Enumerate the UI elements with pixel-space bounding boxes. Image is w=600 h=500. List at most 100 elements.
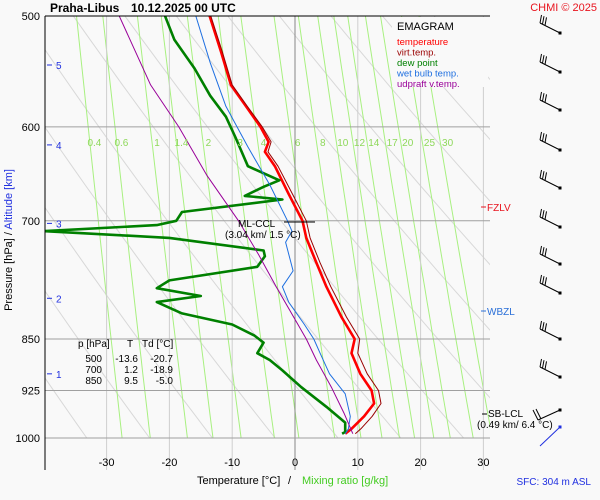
barb-shaft <box>539 366 561 378</box>
table-row-td: -5.0 <box>156 376 174 387</box>
barb-station <box>558 291 562 295</box>
mixing-ratio-label: 17 <box>387 138 399 149</box>
barb-shaft <box>539 177 561 189</box>
mixing-ratio-label: 30 <box>442 138 454 149</box>
temperature-tick-label: -20 <box>161 457 177 469</box>
mixing-ratio-line <box>240 16 300 439</box>
altitude-tick-label: 2 <box>56 294 62 305</box>
table-row-t: -13.6 <box>115 354 138 365</box>
series-dew-point <box>45 16 347 435</box>
barb-station <box>558 337 562 341</box>
barb-shaft <box>539 139 561 151</box>
pressure-tick-label: 700 <box>22 216 40 228</box>
mixing-ratio-line <box>102 16 151 439</box>
mixing-ratio-line <box>297 16 362 439</box>
barb-shaft <box>539 282 561 294</box>
mixing-ratio-label: 6 <box>295 138 301 149</box>
mixing-ratio-label: 12 <box>354 138 366 149</box>
temperature-tick-label: -10 <box>224 457 240 469</box>
dry-adiabat <box>45 206 213 439</box>
mixing-ratio-line <box>136 16 188 439</box>
mixing-ratio-label: 1 <box>154 138 160 149</box>
table-row-p: 850 <box>85 376 102 387</box>
table-header-p: p [hPa] <box>78 339 110 350</box>
wind-barbs <box>532 14 562 447</box>
wbzl-label: WBZL <box>487 307 515 318</box>
barb-station <box>558 225 562 229</box>
barb-feather <box>542 247 545 256</box>
mixing-ratio-label: 8 <box>320 138 326 149</box>
pressure-label: Pressure [hPa] <box>3 238 15 311</box>
barb-shaft <box>539 61 561 73</box>
wind-barb <box>539 91 562 112</box>
mixing-ratio-line <box>333 16 400 439</box>
sounding-datetime: 10.12.2025 00 UTC <box>131 1 236 15</box>
barb-feather <box>544 211 547 220</box>
table-row-t: 1.2 <box>124 365 138 376</box>
barb-feather <box>544 56 547 65</box>
dry-adiabat <box>278 16 490 266</box>
mixing-ratio-label: 14 <box>368 138 380 149</box>
barb-shaft <box>539 328 561 340</box>
temperature-tick-label: 20 <box>414 457 426 469</box>
legend-item: udpraft v.temp. <box>397 79 460 90</box>
table-row-td: -20.7 <box>150 354 173 365</box>
mixing-ratio-label: 20 <box>402 138 414 149</box>
barb-station <box>558 408 562 412</box>
altitude-tick-label: 4 <box>56 141 62 152</box>
barb-feather <box>542 276 545 285</box>
mixing-ratio-grid <box>76 16 490 439</box>
barb-feather <box>544 172 547 181</box>
barb-station <box>558 375 562 379</box>
mixing-ratio-line <box>76 16 123 439</box>
x-axis-label: Temperature [°C] <box>197 475 280 487</box>
barb-shaft <box>539 253 561 265</box>
temperature-tick-label: 0 <box>292 457 298 469</box>
surface-elevation: SFC: 304 m ASL <box>517 477 592 488</box>
wind-barb <box>539 131 562 152</box>
series-udpraft-v-temp <box>118 16 354 434</box>
barb-feather <box>544 94 547 103</box>
barb-feather <box>544 248 547 257</box>
barb-feather <box>539 14 542 24</box>
mixing-ratio-line <box>186 16 242 439</box>
barb-shaft <box>539 99 561 111</box>
ccl-detail: (3.04 km/ 1.5 °C) <box>225 230 301 241</box>
ccl-label: ML-CCL <box>238 219 276 230</box>
barb-feather <box>539 131 542 141</box>
dry-adiabat <box>227 16 490 331</box>
table-row-p: 700 <box>85 365 102 376</box>
series-group <box>45 16 382 435</box>
mixing-ratio-line <box>160 16 214 439</box>
legend-item: wet bulb temp. <box>396 69 459 80</box>
series-temperature <box>208 16 376 435</box>
svg-text:Pressure [hPa] / Altitude [km]: Pressure [hPa] / Altitude [km] <box>3 169 15 311</box>
barb-feather <box>535 408 542 420</box>
barb-feather <box>539 358 542 368</box>
dry-adiabat <box>72 16 402 439</box>
copyright: CHMI © 2025 <box>530 2 597 14</box>
legend-title: EMAGRAM <box>397 21 454 33</box>
altitude-tick-label: 1 <box>56 370 62 381</box>
lcl-detail: (0.49 km/ 6.4 °C) <box>477 420 553 431</box>
barb-feather <box>542 171 545 180</box>
mixing-ratio-line <box>418 16 490 429</box>
wind-barb <box>532 408 562 421</box>
dry-adiabat <box>45 377 88 439</box>
barb-feather <box>539 53 542 63</box>
wind-barb <box>539 169 562 190</box>
altitude-tick-label: 3 <box>56 219 62 230</box>
mixing-ratio-label: 2 <box>206 138 212 149</box>
barb-shaft <box>539 22 561 34</box>
pressure-ticks: 500 600 700 850 925 1000 <box>16 11 40 445</box>
isotherm-grid <box>106 16 484 470</box>
mixing-ratio-line <box>380 16 451 439</box>
barb-shaft <box>537 409 561 421</box>
x-axis-sep: / <box>288 475 292 487</box>
temperature-tick-label: -30 <box>99 457 115 469</box>
barb-station <box>558 148 562 152</box>
legend-box <box>392 17 488 87</box>
legend-item: temperature <box>397 37 448 48</box>
table-header-t: T <box>127 339 133 350</box>
